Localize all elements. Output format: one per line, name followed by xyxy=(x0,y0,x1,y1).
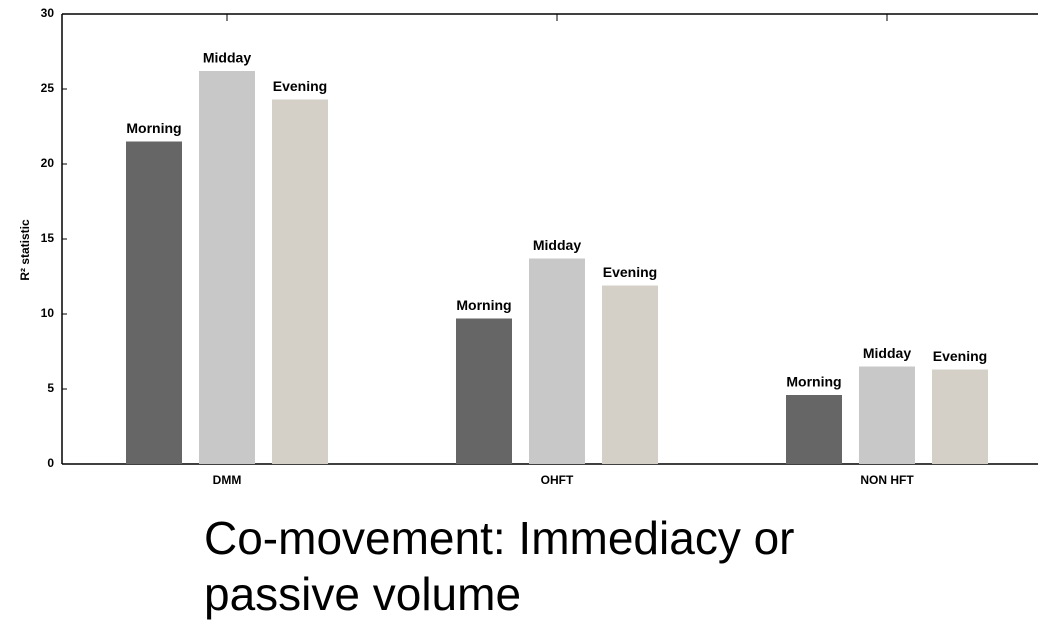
bar xyxy=(456,318,512,464)
data-label: Midday xyxy=(533,237,581,253)
data-label: Evening xyxy=(933,348,987,364)
bar xyxy=(602,285,658,464)
y-tick-label: 20 xyxy=(41,156,55,170)
page: R² statistic 0 5 10 15 20 25 30 DMM Morning Midda… xyxy=(18,6,1038,620)
y-tick-label: 25 xyxy=(41,81,55,95)
y-tick-label: 5 xyxy=(47,381,54,395)
y-tick-label: 10 xyxy=(41,306,55,320)
bar xyxy=(786,395,842,464)
y-axis-label: R² statistic xyxy=(18,219,32,281)
bar xyxy=(199,71,255,464)
data-label: Morning xyxy=(126,120,181,136)
bar xyxy=(859,366,915,464)
data-label: Midday xyxy=(863,345,911,361)
bar xyxy=(126,141,182,464)
x-tick-label: OHFT xyxy=(541,473,574,487)
y-tick-label: 15 xyxy=(41,231,55,245)
data-label: Morning xyxy=(456,297,511,313)
chart-title: Co-movement: Immediacy or passive volume xyxy=(204,512,795,620)
y-tick-label: 0 xyxy=(47,456,54,470)
y-tick-label: 30 xyxy=(41,6,55,20)
data-label: Evening xyxy=(603,264,657,280)
data-label: Evening xyxy=(273,78,327,94)
bar xyxy=(272,99,328,464)
data-label: Midday xyxy=(203,50,251,66)
bar xyxy=(932,369,988,464)
x-tick-label: NON HFT xyxy=(860,473,914,487)
chart: R² statistic 0 5 10 15 20 25 30 DMM Morning Midda… xyxy=(18,6,1038,487)
x-tick-label: DMM xyxy=(213,473,242,487)
bar xyxy=(529,258,585,464)
data-label: Morning xyxy=(786,374,841,390)
